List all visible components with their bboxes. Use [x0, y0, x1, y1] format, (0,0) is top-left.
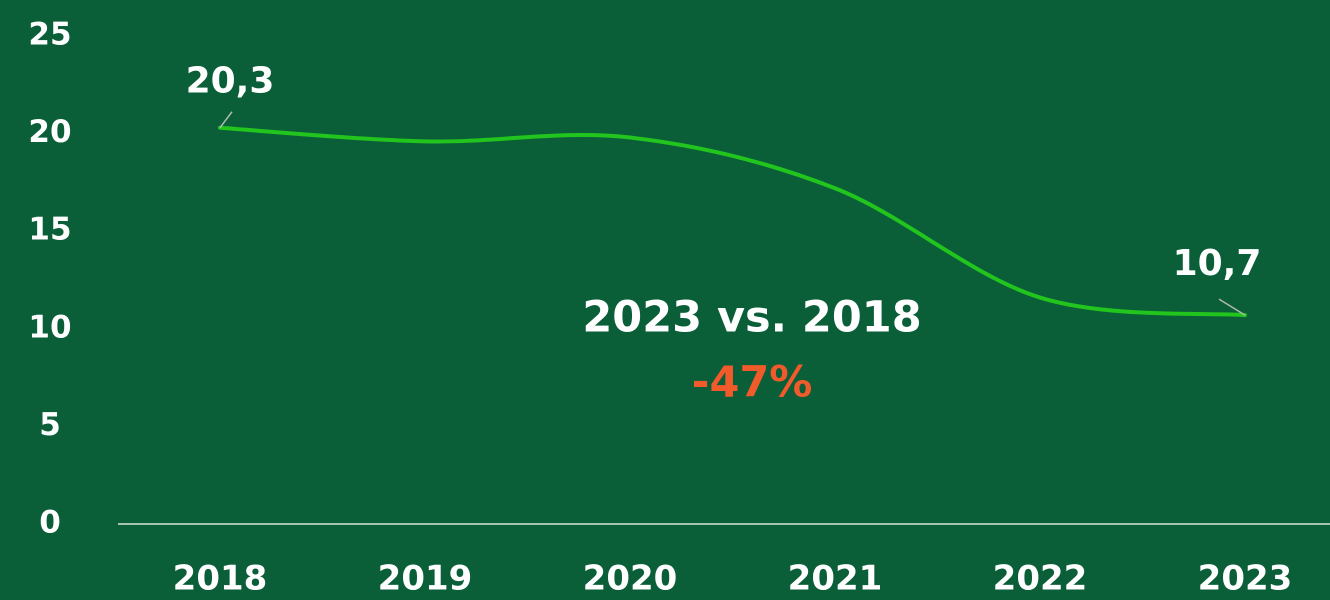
y-tick-label: 0	[39, 505, 61, 541]
data-label: 20,3	[186, 61, 275, 102]
x-tick-label: 2022	[993, 559, 1088, 599]
y-tick-label: 15	[28, 212, 71, 248]
x-tick-label: 2021	[788, 559, 883, 599]
annotation: 2023 vs. 2018	[582, 293, 921, 343]
y-tick-label: 10	[28, 309, 71, 345]
x-tick-label: 2020	[583, 559, 678, 599]
x-tick-label: 2019	[378, 559, 473, 599]
x-tick-label: 2023	[1198, 559, 1293, 599]
x-tick-label: 2018	[173, 559, 268, 599]
y-tick-label: 20	[28, 114, 71, 150]
line	[218, 125, 1247, 318]
leader-line	[1218, 298, 1246, 316]
leader-line	[219, 111, 233, 129]
annotation: -47%	[692, 358, 813, 408]
data-label: 10,7	[1173, 243, 1262, 284]
y-tick-label: 25	[28, 17, 71, 53]
y-tick-label: 5	[39, 407, 61, 443]
